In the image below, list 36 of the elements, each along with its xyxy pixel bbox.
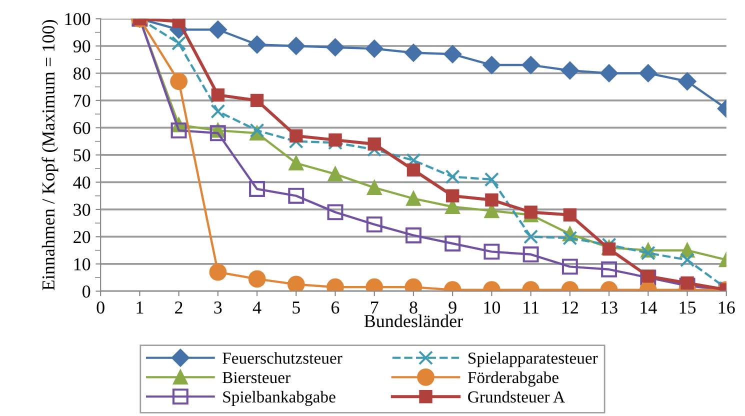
legend-label: Grundsteuer A: [468, 390, 565, 403]
x-tick-label: 6: [332, 301, 340, 314]
x-tick-label: 9: [448, 301, 456, 314]
y-tick-label: 100: [65, 12, 90, 26]
x-tick-label: 13: [602, 301, 618, 314]
x-tick-label: 12: [562, 301, 578, 314]
x-tick-label: 3: [214, 301, 222, 314]
x-tick-label: 2: [175, 301, 182, 314]
y-tick-label: 0: [82, 285, 90, 298]
y-tick-label: 40: [73, 176, 90, 189]
x-tick-label: 4: [252, 302, 262, 314]
x-tick-label: 0: [96, 301, 104, 314]
x-tick-label: 10: [484, 301, 500, 314]
y-tick-label: 60: [74, 122, 90, 134]
y-tick-label: 10: [74, 258, 90, 270]
x-tick-label: 11: [524, 302, 538, 314]
x-tick-label: 7: [371, 302, 378, 314]
x-tick-label: 14: [640, 302, 657, 314]
y-tick-label: 30: [74, 204, 90, 216]
x-tick-label: 8: [410, 301, 418, 314]
y-tick-label: 90: [73, 40, 90, 52]
x-tick-label: 15: [680, 302, 696, 314]
legend-label: Spielbankabgabe: [223, 390, 336, 406]
y-axis-title: Einnahmen / Kopf (Maximum = 100): [42, 20, 58, 290]
y-tick-label: 80: [73, 67, 90, 80]
legend-label: Spielapparatesteuer: [468, 352, 598, 368]
y-tick-label: 70: [74, 94, 90, 107]
x-tick-label: 5: [292, 302, 300, 314]
x-tick-label: 16: [718, 301, 735, 314]
y-tick-label: 50: [74, 149, 90, 162]
y-tick-label: 20: [74, 230, 90, 244]
legend-label: Feuerschutzsteuer: [222, 352, 342, 364]
x-axis-title: Bundesländer: [364, 314, 463, 328]
legend-label: Förderabgabe: [468, 371, 558, 387]
x-tick-label: 1: [136, 302, 144, 314]
legend-label: Biersteuer: [222, 372, 290, 384]
